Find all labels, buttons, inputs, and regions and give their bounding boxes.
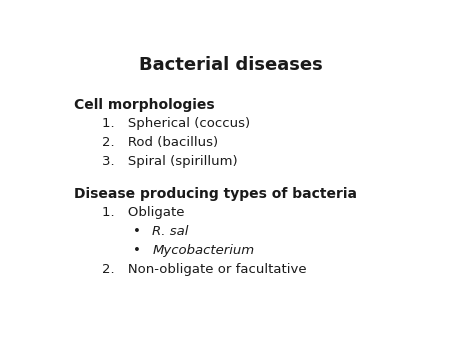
Text: 3. Spiral (spirillum): 3. Spiral (spirillum) [102, 155, 237, 168]
Text: Disease producing types of bacteria: Disease producing types of bacteria [74, 187, 357, 201]
Text: •: • [133, 225, 141, 238]
Text: Cell morphologies: Cell morphologies [74, 98, 214, 112]
Text: •: • [133, 244, 141, 257]
Text: 1. Spherical (coccus): 1. Spherical (coccus) [102, 117, 250, 130]
Text: R. sal: R. sal [152, 225, 189, 238]
Text: Bacterial diseases: Bacterial diseases [139, 56, 323, 74]
Text: 2. Rod (bacillus): 2. Rod (bacillus) [102, 136, 218, 149]
Text: 1. Obligate: 1. Obligate [102, 206, 184, 219]
Text: Mycobacterium: Mycobacterium [152, 244, 254, 257]
Text: 2. Non-obligate or facultative: 2. Non-obligate or facultative [102, 263, 306, 276]
